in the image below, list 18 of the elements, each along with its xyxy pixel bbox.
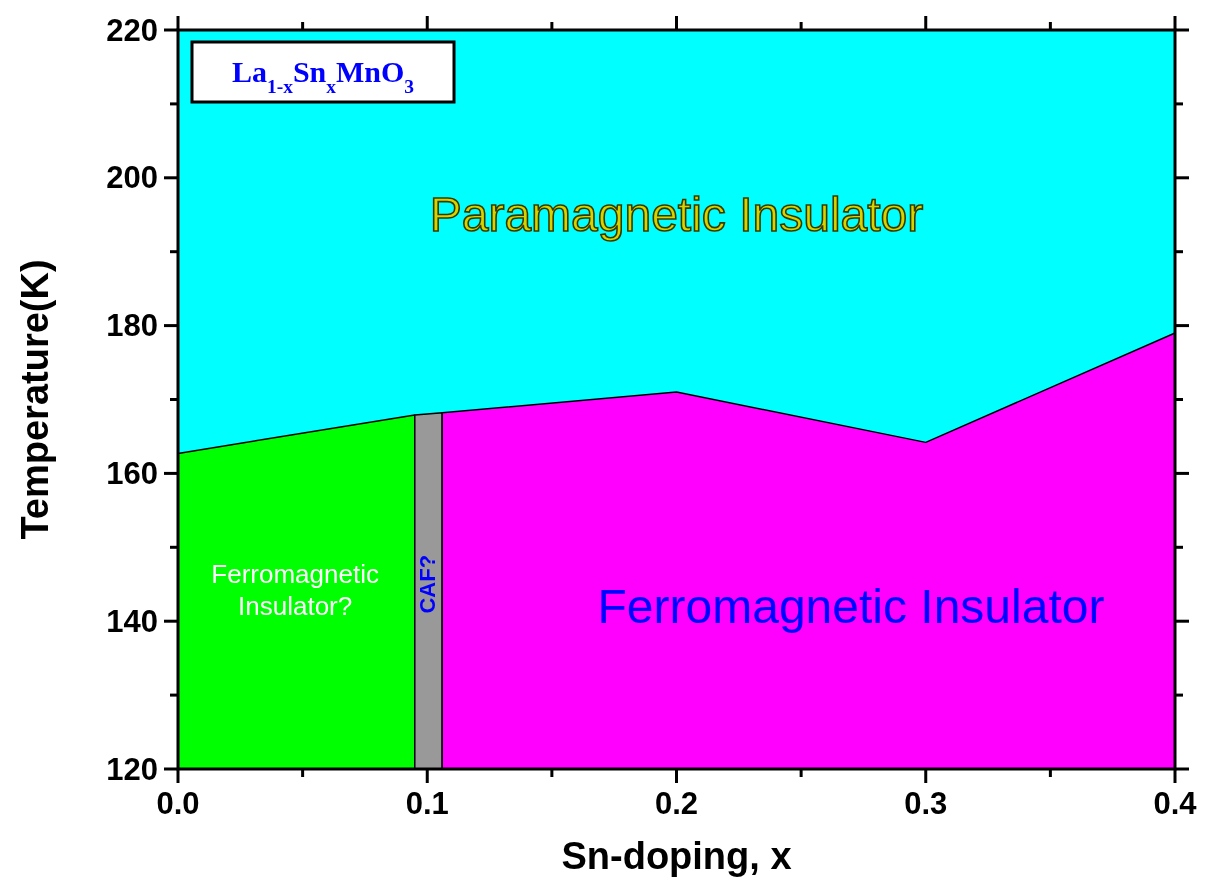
y-tick-label: 220	[106, 12, 158, 48]
x-tick-label: 0.4	[1153, 786, 1198, 821]
annotation: CAF?	[414, 554, 440, 614]
y-tick-label: 180	[106, 308, 158, 344]
y-tick-label: 120	[106, 751, 158, 787]
x-tick-label: 0.3	[904, 786, 948, 821]
annotation: Ferromagnetic Insulator?	[211, 559, 379, 621]
x-axis-title: Sn-doping, x	[561, 835, 792, 877]
x-tick-label: 0.0	[156, 786, 200, 821]
y-axis-title: Temperature(K)	[14, 259, 56, 540]
y-tick-label: 140	[106, 603, 158, 639]
x-tick-label: 0.2	[654, 786, 699, 821]
annotation: Paramagnetic Insulator	[429, 188, 924, 242]
x-tick-label: 0.1	[405, 786, 449, 821]
y-tick-label: 160	[106, 455, 158, 491]
text: La$_{1-x}$Sn$_{x}$MnO$_{3}$	[231, 55, 415, 97]
y-tick-label: 200	[106, 160, 158, 196]
annotation: Ferromagnetic Insulator	[597, 579, 1105, 633]
